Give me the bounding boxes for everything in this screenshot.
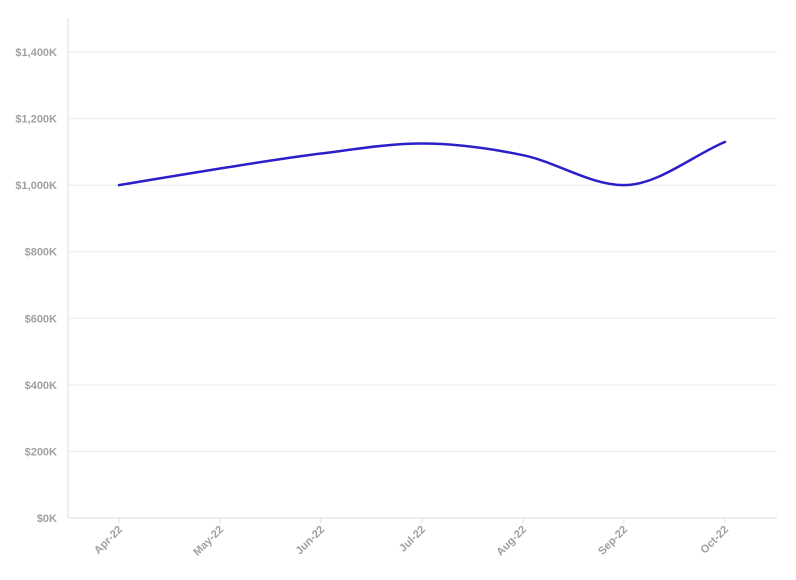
y-tick-label: $0K	[37, 513, 57, 525]
y-tick-label: $1,200K	[15, 114, 57, 126]
y-tick-label: $400K	[25, 380, 57, 392]
x-tick-label: Jun-22	[294, 524, 328, 558]
x-tick-labels: Apr-22 May-22 Jun-22 Jul-22 Aug-22 Sep-22 Oct-…	[92, 524, 731, 559]
y-tick-label: $1,000K	[15, 180, 57, 192]
axes	[68, 18, 777, 523]
x-tick-label: May-22	[191, 524, 226, 559]
x-tick-label: Oct-22	[698, 524, 731, 557]
y-tick-label: $800K	[25, 247, 57, 259]
series-line	[119, 142, 725, 185]
x-tick-label: Jul-22	[397, 524, 428, 555]
x-tick-label: Sep-22	[596, 524, 630, 558]
y-tick-label: $1,400K	[15, 47, 57, 59]
series-lines	[119, 142, 725, 185]
gridlines	[68, 52, 777, 451]
y-tick-label: $600K	[25, 313, 57, 325]
x-tick-label: Aug-22	[494, 524, 529, 559]
x-tick-label: Apr-22	[92, 524, 125, 557]
y-tick-label: $200K	[25, 446, 57, 458]
y-tick-labels: $0K $200K $400K $600K $800K $1,000K $1,200K $1,…	[15, 47, 57, 525]
